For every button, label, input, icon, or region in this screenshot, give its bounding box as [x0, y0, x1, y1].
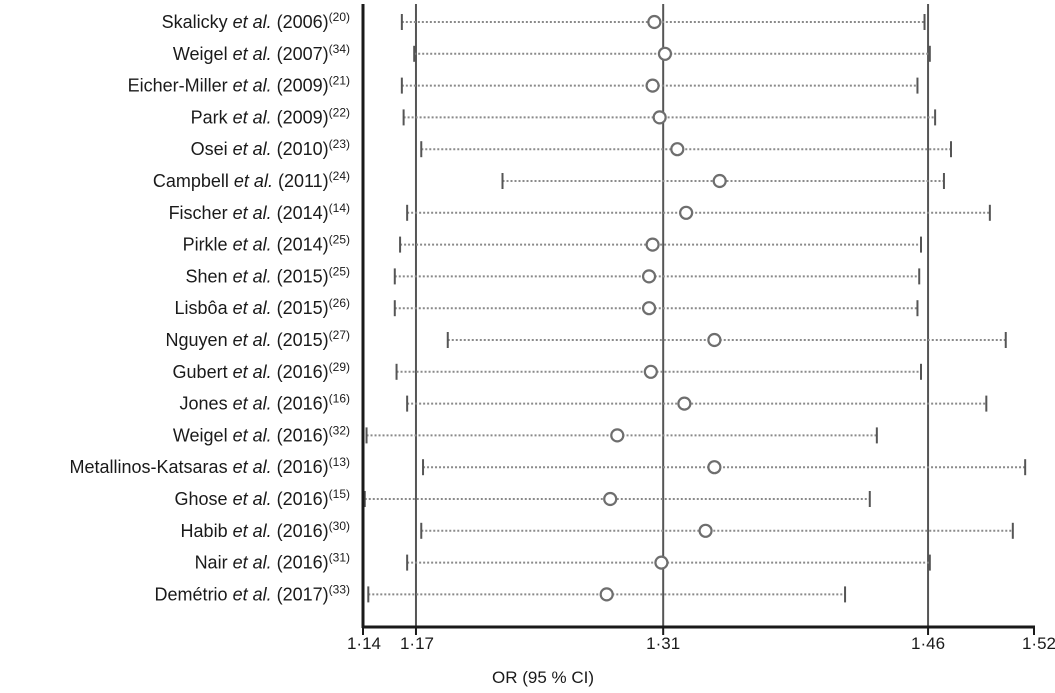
study-row: Demétrio et al. (2017)(33) — [155, 582, 847, 604]
study-row: Eicher-Miller et al. (2009)(21) — [128, 74, 919, 96]
study-row: Ghose et al. (2016)(15) — [175, 487, 871, 509]
study-label: Weigel et al. (2007)(34) — [173, 42, 350, 64]
odds-ratio-point — [643, 364, 658, 379]
x-axis: 1·14 1·17 1·31 1·46 1·52 — [347, 4, 1055, 653]
study-row: Lisbôa et al. (2015)(26) — [175, 296, 919, 318]
study-label: Pirkle et al. (2014)(25) — [183, 233, 350, 255]
odds-ratio-point — [603, 491, 618, 507]
odds-ratio-point — [670, 142, 685, 157]
study-row: Jones et al. (2016)(16) — [180, 392, 988, 414]
study-label: Campbell et al. (2011)(24) — [153, 169, 350, 191]
study-label: Osei et al. (2010)(23) — [191, 137, 350, 159]
odds-ratio-point — [677, 396, 692, 411]
study-label: Park et al. (2009)(22) — [191, 105, 350, 127]
odds-ratio-point — [654, 555, 669, 570]
odds-ratio-point — [645, 237, 660, 252]
study-label: Skalicky et al. (2006)(20) — [162, 10, 350, 32]
odds-ratio-point — [652, 110, 667, 125]
study-label: Demétrio et al. (2017)(33) — [155, 582, 350, 604]
study-label: Weigel et al. (2016)(32) — [173, 423, 350, 445]
study-row: Osei et al. (2010)(23) — [191, 137, 953, 159]
reference-lines — [414, 4, 930, 627]
odds-ratio-point — [641, 301, 657, 316]
study-row: Fischer et al. (2014)(14) — [169, 201, 991, 223]
odds-ratio-point — [641, 269, 657, 284]
odds-ratio-point — [657, 46, 673, 61]
study-row: Gubert et al. (2016)(29) — [173, 360, 922, 382]
study-label: Eicher-Miller et al. (2009)(21) — [128, 74, 350, 96]
study-label: Fischer et al. (2014)(14) — [169, 201, 350, 223]
odds-ratio-point — [647, 14, 662, 30]
odds-ratio-point — [707, 460, 722, 475]
odds-ratio-point — [610, 428, 625, 443]
odds-ratio-point — [599, 587, 614, 602]
x-tick-label: 1·14 — [347, 634, 381, 653]
study-label: Metallinos-Katsaras et al. (2016)(13) — [70, 455, 351, 477]
x-axis-title: OR (95 % CI) — [492, 668, 594, 687]
study-label: Nguyen et al. (2015)(27) — [166, 328, 350, 350]
study-row: Nair et al. (2016)(31) — [195, 551, 931, 573]
x-tick-label: 1·31 — [646, 634, 680, 653]
study-row: Park et al. (2009)(22) — [191, 105, 937, 127]
study-row: Metallinos-Katsaras et al. (2016)(13) — [70, 455, 1027, 477]
study-label: Lisbôa et al. (2015)(26) — [175, 296, 350, 318]
odds-ratio-point — [679, 205, 694, 220]
study-row: Skalicky et al. (2006)(20) — [162, 10, 926, 32]
study-row: Pirkle et al. (2014)(25) — [183, 233, 922, 255]
study-row: Nguyen et al. (2015)(27) — [166, 328, 1007, 350]
study-row: Weigel et al. (2007)(34) — [173, 42, 931, 64]
x-tick-label: 1·52 — [1022, 634, 1055, 653]
study-label: Ghose et al. (2016)(15) — [175, 487, 350, 509]
study-label: Habib et al. (2016)(30) — [181, 519, 350, 541]
study-label: Jones et al. (2016)(16) — [180, 392, 350, 414]
odds-ratio-point — [707, 332, 722, 348]
study-label: Nair et al. (2016)(31) — [195, 551, 350, 573]
study-row: Habib et al. (2016)(30) — [181, 519, 1014, 541]
study-label: Gubert et al. (2016)(29) — [173, 360, 350, 382]
x-tick-label: 1·17 — [400, 634, 434, 653]
odds-ratio-point — [712, 173, 727, 189]
study-rows: Skalicky et al. (2006)(20) Weigel et al. … — [70, 10, 1027, 604]
study-row: Weigel et al. (2016)(32) — [173, 423, 878, 445]
study-row: Shen et al. (2015)(25) — [186, 264, 921, 286]
x-tick-label: 1·46 — [911, 634, 945, 653]
odds-ratio-point — [698, 523, 713, 538]
study-row: Campbell et al. (2011)(24) — [153, 169, 945, 191]
study-label: Shen et al. (2015)(25) — [186, 264, 350, 286]
odds-ratio-point — [645, 78, 660, 93]
